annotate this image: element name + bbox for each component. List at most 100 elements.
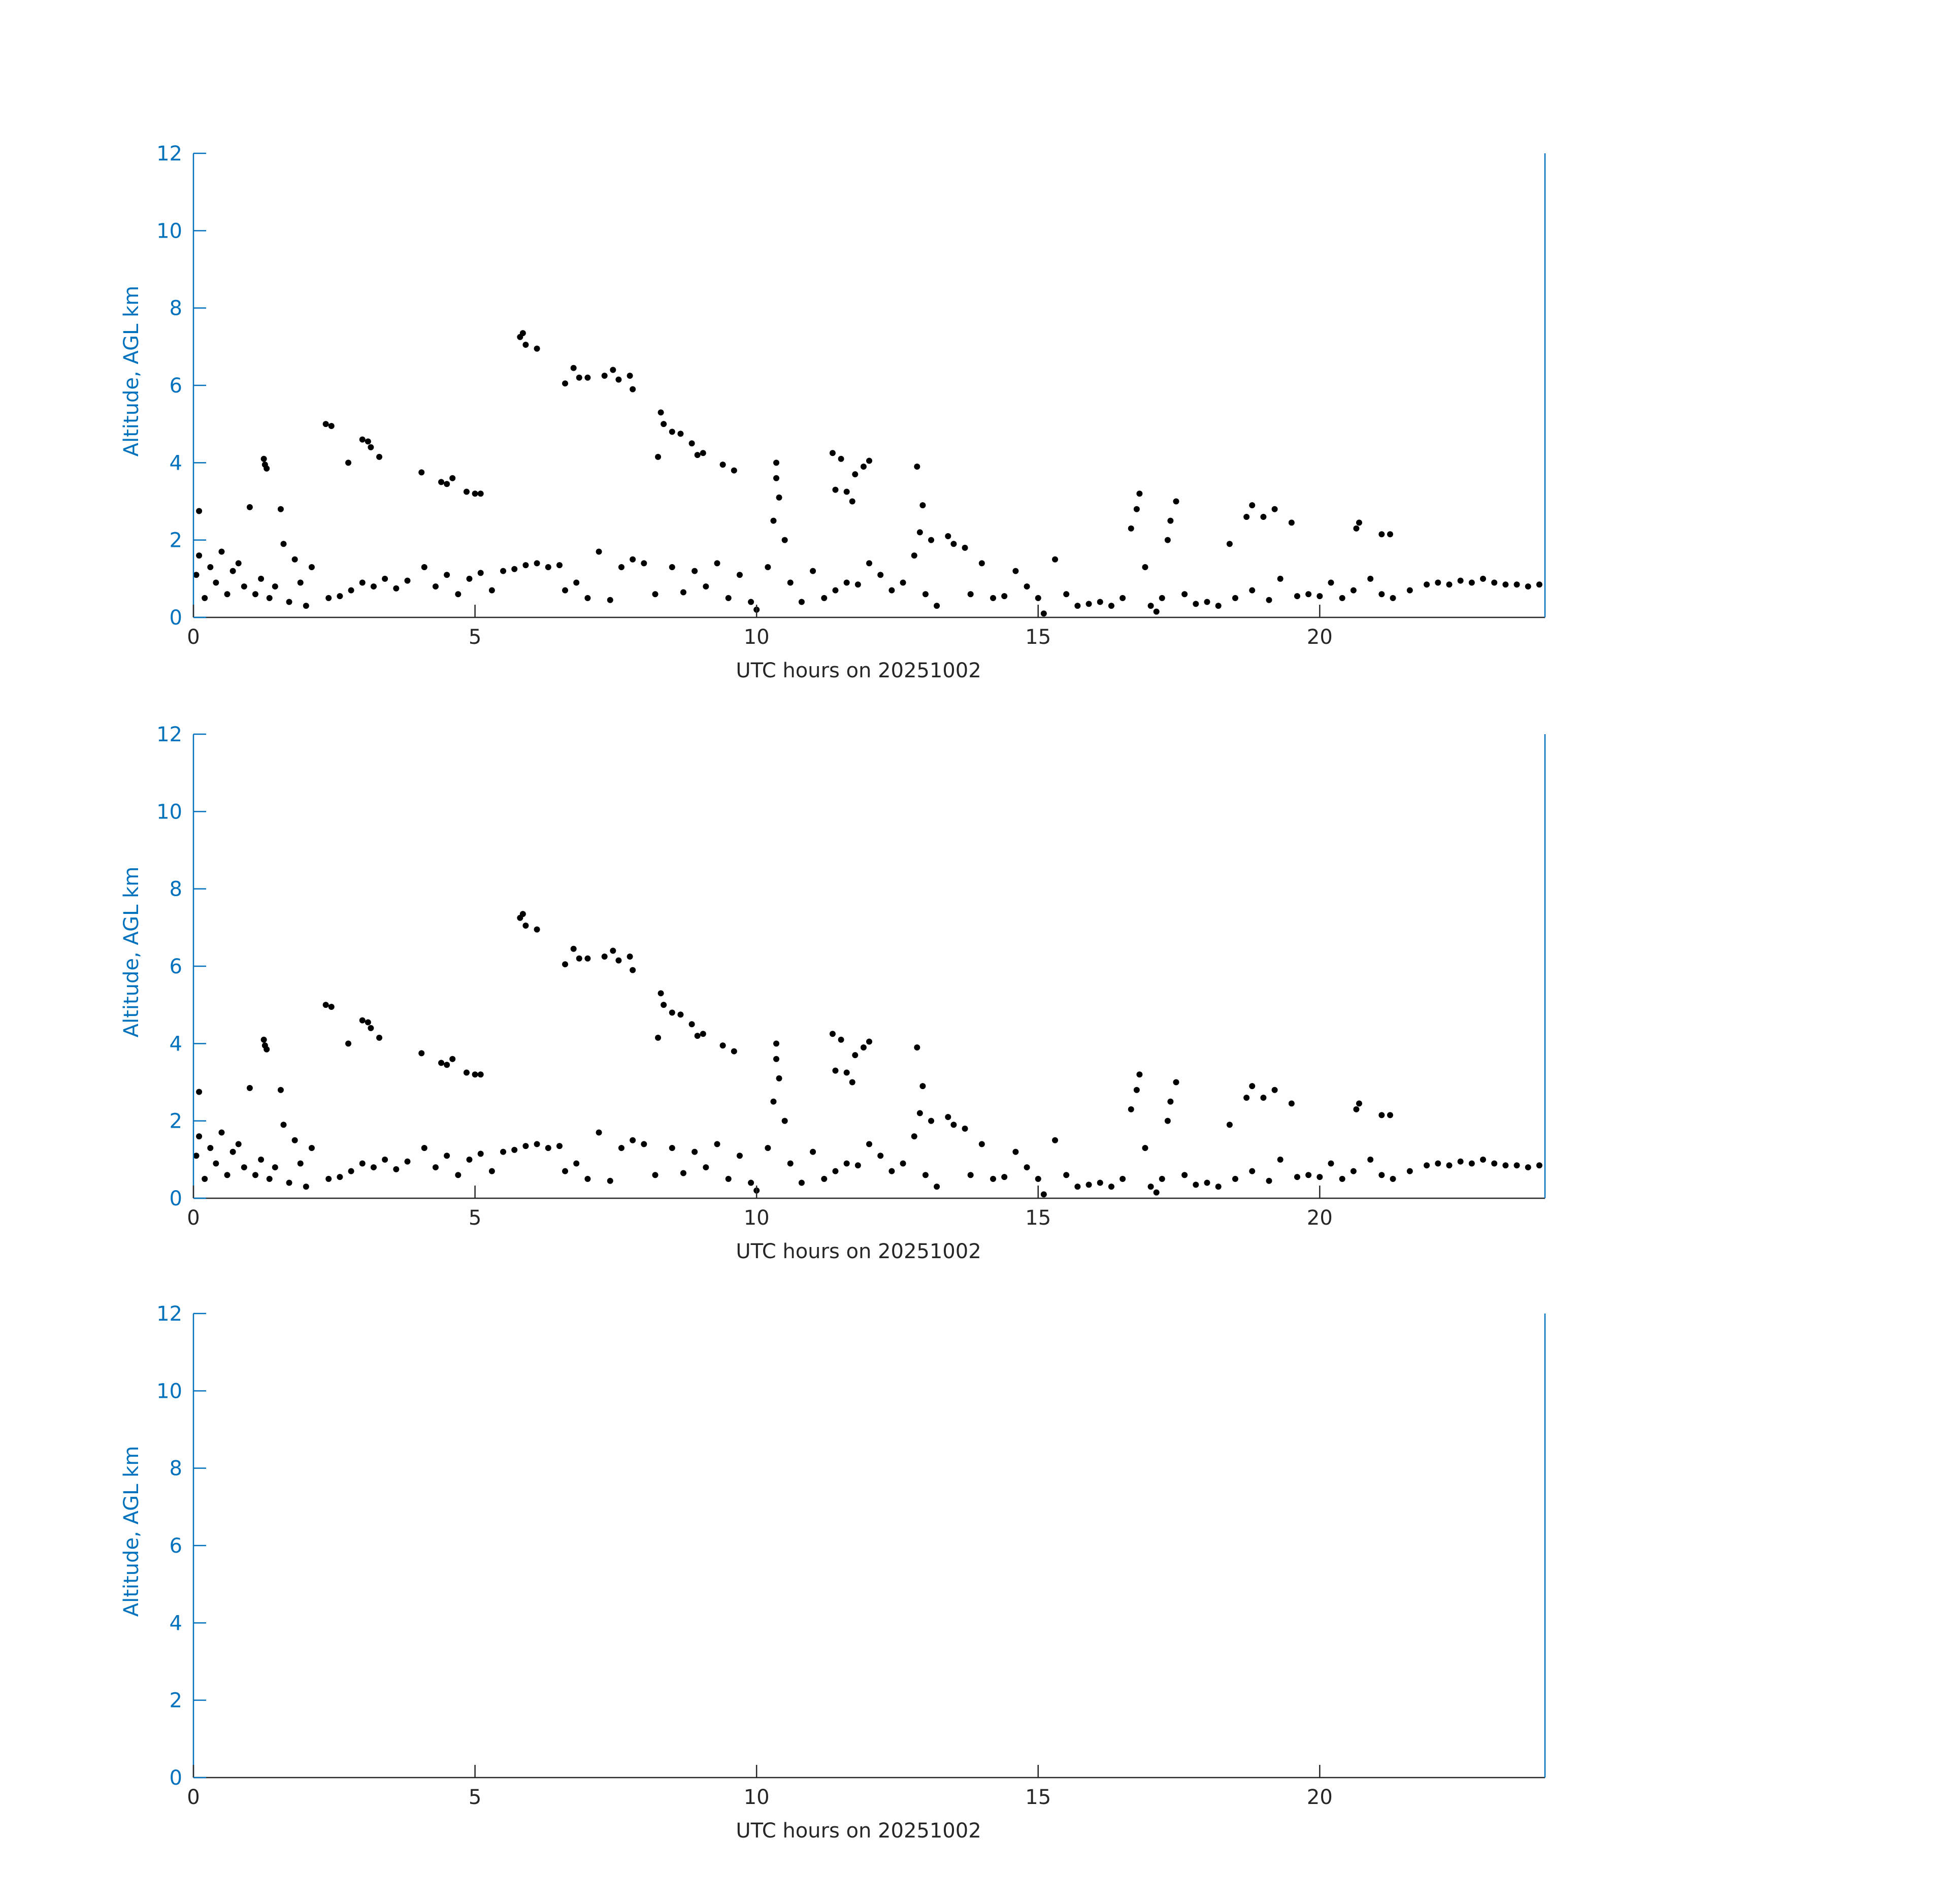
data-point [444, 572, 450, 578]
data-point [1536, 581, 1542, 588]
y-tick-label: 8 [170, 878, 182, 901]
data-point [1167, 1098, 1174, 1105]
data-point [229, 1148, 236, 1155]
data-point [852, 1052, 859, 1059]
data-point [829, 450, 836, 456]
data-point [1226, 1122, 1233, 1128]
data-point [714, 1141, 720, 1147]
data-point [1035, 1175, 1041, 1182]
data-point [562, 961, 569, 968]
data-point [584, 595, 591, 601]
data-point [618, 1144, 624, 1151]
data-point [252, 591, 259, 598]
data-point [455, 1172, 462, 1178]
data-point [286, 1179, 292, 1186]
data-point [556, 1143, 563, 1150]
data-point [849, 1079, 855, 1086]
data-point [1367, 1156, 1374, 1163]
data-point [1387, 1112, 1393, 1119]
data-point [1035, 595, 1041, 601]
data-point [218, 1129, 225, 1136]
data-point [213, 1160, 219, 1167]
data-point [202, 595, 208, 601]
data-point [692, 568, 698, 574]
data-point [322, 1002, 329, 1008]
data-point [832, 486, 839, 493]
y-tick-label: 2 [170, 529, 182, 552]
data-point [1294, 1174, 1300, 1180]
data-point [781, 537, 788, 543]
data-point [934, 1184, 940, 1190]
data-point [449, 475, 456, 481]
data-point [207, 564, 214, 570]
data-point [328, 422, 335, 429]
data-point [770, 1098, 777, 1105]
data-point [1353, 525, 1360, 532]
data-point [308, 1144, 315, 1151]
data-point [1142, 1144, 1148, 1151]
data-point [444, 481, 450, 487]
data-point [1390, 1175, 1396, 1182]
data-point [1249, 1083, 1256, 1090]
data-point [264, 1046, 270, 1053]
data-point [511, 566, 518, 572]
data-point [843, 1069, 850, 1076]
data-point [488, 1168, 495, 1174]
data-point [694, 1033, 701, 1039]
y-tick-label: 12 [156, 723, 182, 746]
data-point [731, 1048, 737, 1055]
subplot: 0 5 10 15 20 0 2 4 6 8 10 12 UTC hours on 20251002 Al… [120, 1302, 1546, 1843]
data-point [1316, 1174, 1323, 1180]
data-point [1525, 583, 1531, 590]
y-tick-label: 0 [170, 1187, 182, 1210]
data-point [193, 572, 200, 578]
x-tick-label: 0 [187, 1206, 200, 1230]
data-point [688, 440, 695, 447]
data-point [630, 386, 636, 392]
data-point [348, 1168, 354, 1174]
data-point [534, 926, 540, 933]
data-point [266, 595, 273, 601]
data-point [1424, 1162, 1430, 1169]
data-point [922, 591, 929, 598]
data-point [1074, 603, 1081, 609]
data-point [610, 367, 616, 373]
data-point [472, 1071, 478, 1078]
data-point [950, 541, 957, 547]
data-point [196, 508, 203, 514]
data-point [303, 1184, 309, 1190]
data-point [669, 429, 675, 435]
data-point [990, 595, 997, 601]
y-tick-label: 8 [170, 297, 182, 320]
data-point [1215, 603, 1222, 609]
data-point [1502, 1162, 1509, 1169]
data-point [365, 438, 371, 445]
y-tick-label: 0 [170, 1766, 182, 1790]
data-point [1052, 556, 1059, 563]
data-point [852, 471, 859, 478]
data-point [1446, 581, 1453, 588]
data-point [370, 583, 377, 590]
data-point [1193, 601, 1199, 607]
data-point [630, 556, 636, 563]
data-point [677, 431, 684, 437]
data-point [1406, 587, 1413, 594]
data-point [1024, 583, 1030, 590]
data-point [280, 1122, 287, 1128]
data-point [680, 1170, 686, 1176]
data-point [945, 533, 951, 540]
data-point [1513, 581, 1520, 588]
y-tick-label: 6 [170, 374, 182, 398]
data-point [700, 1031, 706, 1037]
data-point [449, 1056, 456, 1062]
data-point [1243, 513, 1250, 520]
data-point [1173, 498, 1179, 505]
data-point [1350, 587, 1357, 594]
data-point [562, 587, 569, 594]
data-point [866, 1038, 872, 1045]
data-point [418, 469, 425, 476]
y-tick-label: 12 [156, 142, 182, 166]
data-point [618, 564, 624, 570]
data-point [652, 591, 659, 598]
data-point [919, 502, 926, 509]
